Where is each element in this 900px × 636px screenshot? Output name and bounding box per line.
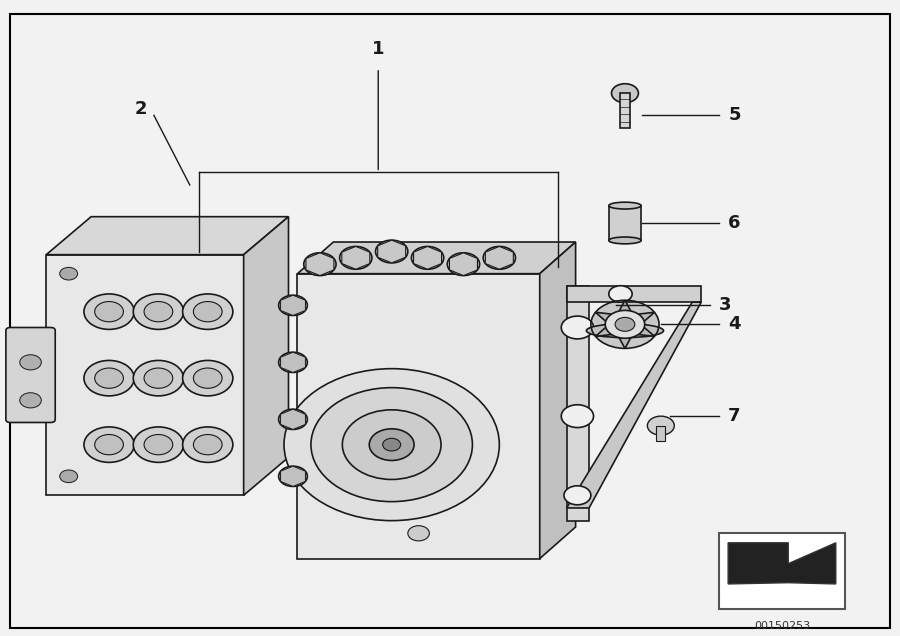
Circle shape xyxy=(59,267,77,280)
Circle shape xyxy=(483,246,516,269)
Polygon shape xyxy=(281,466,305,487)
Circle shape xyxy=(408,526,429,541)
Text: 6: 6 xyxy=(728,214,741,232)
FancyBboxPatch shape xyxy=(567,286,701,302)
Ellipse shape xyxy=(608,202,641,209)
Circle shape xyxy=(279,409,307,429)
Polygon shape xyxy=(591,303,625,324)
Circle shape xyxy=(279,352,307,373)
Polygon shape xyxy=(608,300,642,324)
Polygon shape xyxy=(625,303,659,324)
Polygon shape xyxy=(281,409,305,429)
Circle shape xyxy=(84,294,134,329)
Circle shape xyxy=(194,368,222,389)
Circle shape xyxy=(339,246,372,269)
Circle shape xyxy=(94,301,123,322)
Polygon shape xyxy=(281,352,305,373)
Polygon shape xyxy=(619,338,631,349)
Circle shape xyxy=(133,427,184,462)
Circle shape xyxy=(133,294,184,329)
Polygon shape xyxy=(244,217,289,495)
Circle shape xyxy=(304,252,336,275)
Ellipse shape xyxy=(587,324,663,338)
Circle shape xyxy=(20,355,41,370)
Circle shape xyxy=(183,427,233,462)
Ellipse shape xyxy=(608,237,641,244)
Polygon shape xyxy=(46,217,289,254)
Polygon shape xyxy=(591,324,625,345)
Circle shape xyxy=(647,416,674,435)
Circle shape xyxy=(144,434,173,455)
Polygon shape xyxy=(298,242,576,273)
Polygon shape xyxy=(596,312,611,321)
Polygon shape xyxy=(638,328,654,336)
Circle shape xyxy=(20,392,41,408)
Circle shape xyxy=(411,246,444,269)
Text: 5: 5 xyxy=(728,106,741,125)
Polygon shape xyxy=(378,240,406,263)
Text: 7: 7 xyxy=(728,407,741,425)
Circle shape xyxy=(133,361,184,396)
Polygon shape xyxy=(728,543,836,584)
Bar xyxy=(656,425,665,441)
Circle shape xyxy=(611,84,638,102)
Circle shape xyxy=(447,252,480,275)
Text: 4: 4 xyxy=(728,315,741,333)
Polygon shape xyxy=(619,300,631,311)
Circle shape xyxy=(84,427,134,462)
Circle shape xyxy=(342,410,441,480)
Bar xyxy=(719,534,845,609)
Circle shape xyxy=(382,438,400,451)
Circle shape xyxy=(59,470,77,483)
Circle shape xyxy=(94,434,123,455)
Circle shape xyxy=(284,369,500,521)
Bar xyxy=(619,93,630,128)
FancyBboxPatch shape xyxy=(567,286,590,521)
Text: 00150253: 00150253 xyxy=(754,621,810,631)
Circle shape xyxy=(279,466,307,487)
Polygon shape xyxy=(596,328,611,336)
Polygon shape xyxy=(485,246,513,269)
Polygon shape xyxy=(281,295,305,315)
Circle shape xyxy=(310,388,473,502)
Circle shape xyxy=(562,316,594,339)
FancyBboxPatch shape xyxy=(46,254,244,495)
FancyBboxPatch shape xyxy=(6,328,55,422)
Circle shape xyxy=(564,486,591,505)
Polygon shape xyxy=(540,242,576,558)
Circle shape xyxy=(279,295,307,315)
Text: 1: 1 xyxy=(372,40,384,59)
Circle shape xyxy=(144,368,173,389)
Circle shape xyxy=(605,310,644,338)
Circle shape xyxy=(94,368,123,389)
Text: 3: 3 xyxy=(719,296,732,314)
Polygon shape xyxy=(608,324,642,349)
Circle shape xyxy=(369,429,414,460)
Circle shape xyxy=(84,361,134,396)
Polygon shape xyxy=(306,252,334,275)
Polygon shape xyxy=(625,324,659,345)
Bar xyxy=(608,205,641,240)
Polygon shape xyxy=(567,302,701,508)
Text: 2: 2 xyxy=(134,100,147,118)
Polygon shape xyxy=(414,246,442,269)
Circle shape xyxy=(608,286,632,302)
Polygon shape xyxy=(449,252,477,275)
FancyBboxPatch shape xyxy=(298,273,540,558)
Circle shape xyxy=(615,317,634,331)
Circle shape xyxy=(194,301,222,322)
Polygon shape xyxy=(342,246,370,269)
Circle shape xyxy=(194,434,222,455)
Circle shape xyxy=(144,301,173,322)
Circle shape xyxy=(375,240,408,263)
Circle shape xyxy=(183,361,233,396)
Polygon shape xyxy=(638,312,654,321)
Circle shape xyxy=(183,294,233,329)
Circle shape xyxy=(562,404,594,427)
